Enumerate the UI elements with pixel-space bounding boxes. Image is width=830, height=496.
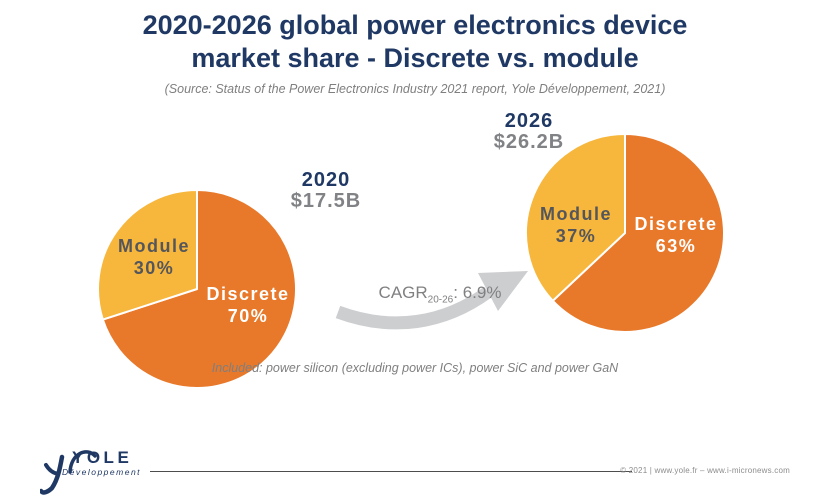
pie-slice-module [97, 189, 198, 321]
source-note: (Source: Status of the Power Electronics… [164, 82, 666, 96]
market-size-2026: $26.2B [493, 131, 565, 153]
slice-label-module-2020: Module 30% [89, 235, 219, 279]
logo-subtitle: Développement [62, 467, 142, 477]
cagr-value: : 6.9% [453, 283, 502, 302]
slice-label-text: Module [118, 236, 190, 256]
yole-logo: YOLE Développement [40, 441, 190, 496]
slice-value-text: 30% [133, 258, 175, 278]
slice-label-module-2026: Module 37% [511, 203, 641, 247]
title-line-2: market share - Discrete vs. module [191, 43, 639, 73]
growth-arrow-icon [335, 271, 528, 330]
slice-value-text: 70% [227, 306, 269, 326]
cagr-prefix: CAGR [378, 283, 428, 302]
slice-label-text: Discrete [634, 214, 718, 234]
title-line-1: 2020-2026 global power electronics devic… [142, 10, 688, 40]
pie-chart-2026 [525, 133, 725, 333]
cagr-label: CAGR20-26: 6.9% [355, 283, 525, 305]
slice-label-text: Module [540, 204, 612, 224]
pie-slice-discrete [551, 133, 725, 333]
copyright-text: © 2021 | www.yole.fr – www.i-micronews.c… [620, 466, 790, 475]
footer-divider [150, 471, 632, 472]
slice-label-discrete-2026: Discrete 63% [611, 213, 741, 257]
pie-slice-module [525, 133, 626, 302]
pie-slice-discrete [101, 189, 297, 389]
logo-y-icon [40, 450, 97, 495]
slice-value-text: 37% [555, 226, 597, 246]
pie-chart-2020 [97, 189, 297, 389]
slice-label-discrete-2020: Discrete 70% [183, 283, 313, 327]
slice-label-text: Discrete [206, 284, 290, 304]
included-note: Included: power silicon (excluding power… [211, 361, 619, 375]
year-2026-text: 2026 [504, 110, 554, 132]
logo-wordmark: YOLE [72, 448, 133, 467]
market-size-2020: $17.5B [290, 190, 362, 212]
year-label-2026: 2026 $26.2B [469, 111, 589, 153]
year-2020-text: 2020 [301, 169, 351, 191]
page-title: 2020-2026 global power electronics devic… [0, 9, 830, 75]
slice-value-text: 63% [655, 236, 697, 256]
year-label-2020: 2020 $17.5B [266, 170, 386, 212]
cagr-subscript: 20-26 [427, 294, 454, 306]
